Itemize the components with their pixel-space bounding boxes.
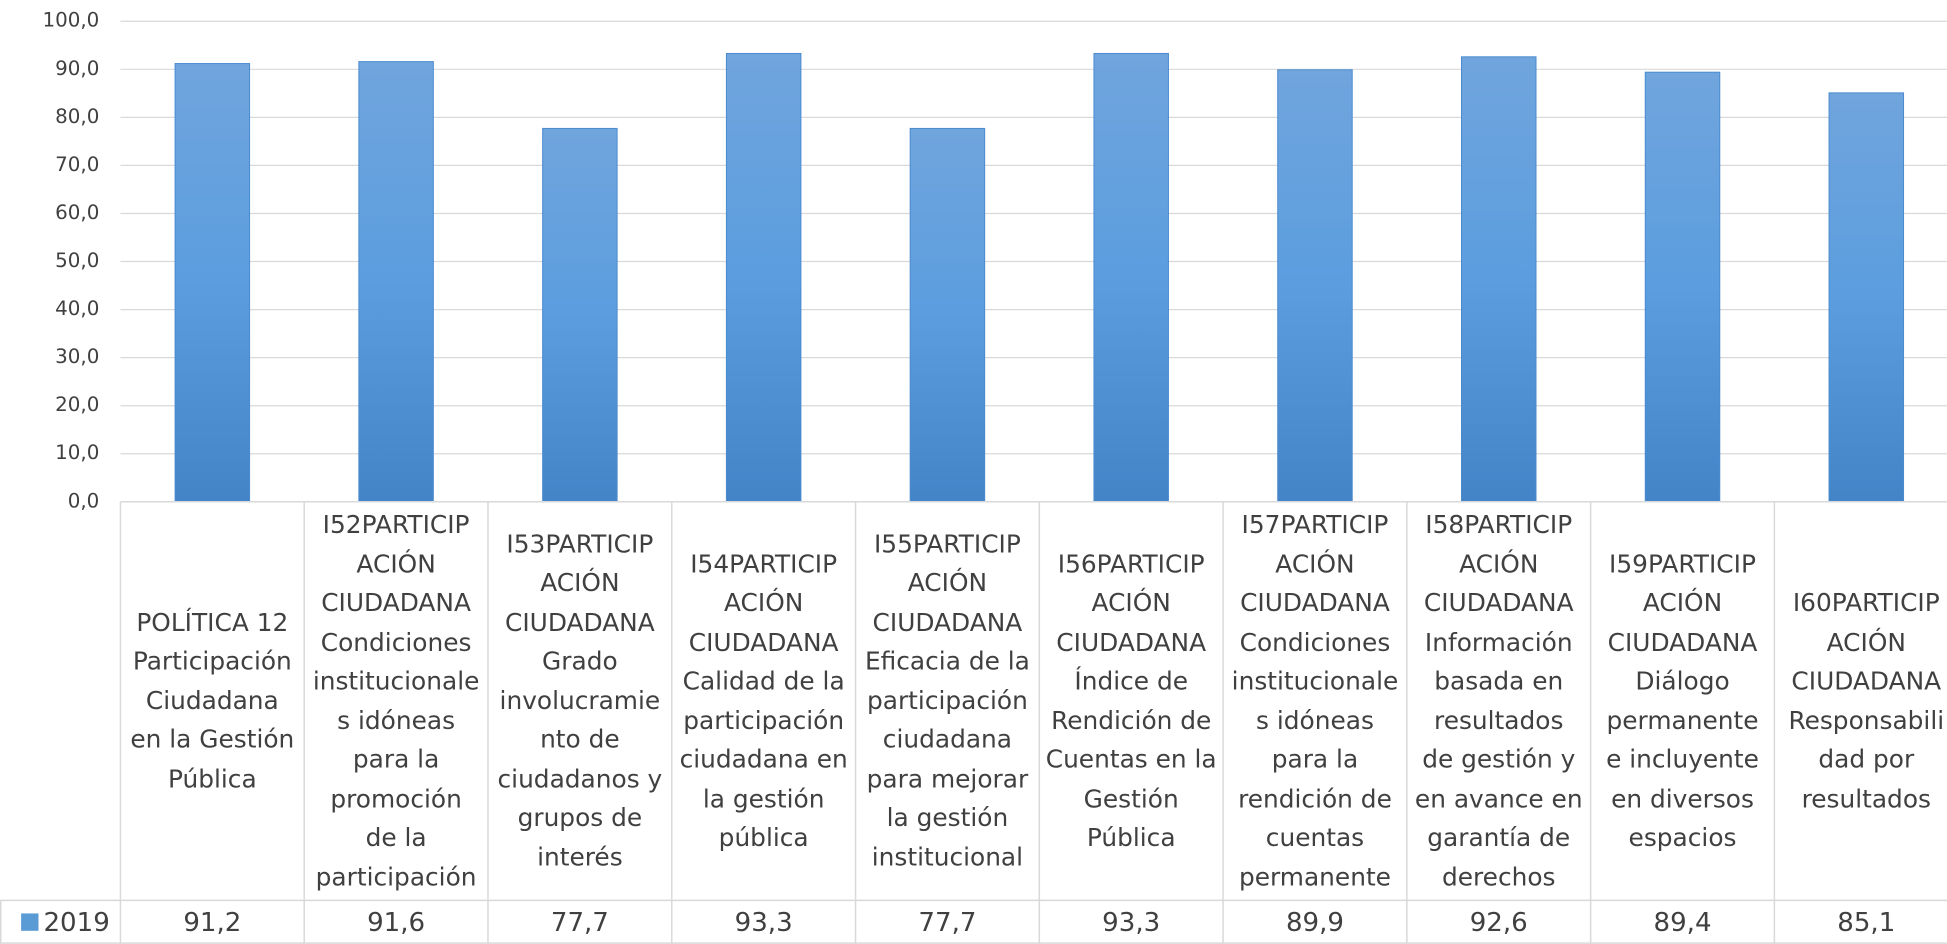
x-tick-label: I57PARTICIP ACIÓN CIUDADANA Condiciones … [1231,509,1399,892]
y-tick-label: 20,0 [55,393,99,416]
value-label: 77,7 [918,908,976,938]
x-tick-label: I60PARTICIP ACIÓN CIUDADANA Responsabili… [1788,587,1945,813]
x-tick-label: I54PARTICIP ACIÓN CIUDADANA Calidad de l… [679,548,848,852]
bar [174,63,251,503]
x-tick-label: I55PARTICIP ACIÓN CIUDADANA Eficacia de … [864,528,1030,872]
y-tick-label: 100,0 [42,9,99,32]
x-tick-label: I56PARTICIP ACIÓN CIUDADANA Índice de Re… [1045,548,1217,852]
value-label: 85,1 [1837,908,1895,938]
category-cell: I57PARTICIP ACIÓN CIUDADANA Condiciones … [1231,509,1399,892]
y-tick-label: 30,0 [55,345,99,368]
value-label: 89,4 [1654,908,1712,938]
category-cell: I59PARTICIP ACIÓN CIUDADANA Diálogo perm… [1606,548,1759,852]
x-tick-label: I58PARTICIP ACIÓN CIUDADANA Información … [1414,509,1583,892]
category-cell: I58PARTICIP ACIÓN CIUDADANA Información … [1414,509,1583,892]
category-cell: I56PARTICIP ACIÓN CIUDADANA Índice de Re… [1045,548,1217,852]
value-label: 77,7 [551,908,609,938]
bar [1828,92,1905,503]
value-label: 93,3 [1102,908,1160,938]
value-label: 92,6 [1470,908,1528,938]
bar [358,61,434,503]
y-tick-label: 60,0 [55,201,99,224]
bar [542,127,618,503]
bar [1460,56,1537,503]
value-label: 91,6 [367,908,425,938]
bar [1644,71,1721,503]
y-tick-label: 40,0 [55,297,99,320]
category-cell: POLÍTICA 12 Participación Ciudadana en l… [130,607,295,794]
value-label: 93,3 [735,908,793,938]
y-tick-label: 80,0 [55,105,99,128]
y-tick-label: 0,0 [68,489,100,512]
bar [1277,69,1353,503]
bar [1093,52,1169,503]
category-cell: I60PARTICIP ACIÓN CIUDADANA Responsabili… [1788,587,1945,813]
category-cell: I54PARTICIP ACIÓN CIUDADANA Calidad de l… [679,548,848,852]
x-tick-label: I53PARTICIP ACIÓN CIUDADANA Grado involu… [497,528,663,872]
value-label: 91,2 [183,908,241,938]
x-tick-label: POLÍTICA 12 Participación Ciudadana en l… [130,607,295,794]
value-label: 89,9 [1286,908,1344,938]
y-tick-label: 70,0 [55,153,99,176]
y-tick-label: 50,0 [55,249,99,272]
bar [725,52,802,503]
bar [909,127,986,503]
y-tick-label: 90,0 [55,57,99,80]
legend-swatch [21,913,39,931]
legend-label: 2019 [43,908,109,938]
x-tick-label: I52PARTICIP ACIÓN CIUDADANA Condiciones … [312,509,480,892]
category-cell: I52PARTICIP ACIÓN CIUDADANA Condiciones … [312,509,480,892]
category-cell: I53PARTICIP ACIÓN CIUDADANA Grado involu… [497,528,663,872]
category-cell: I55PARTICIP ACIÓN CIUDADANA Eficacia de … [864,528,1030,872]
x-tick-label: I59PARTICIP ACIÓN CIUDADANA Diálogo perm… [1606,548,1759,852]
y-tick-label: 10,0 [55,441,99,464]
